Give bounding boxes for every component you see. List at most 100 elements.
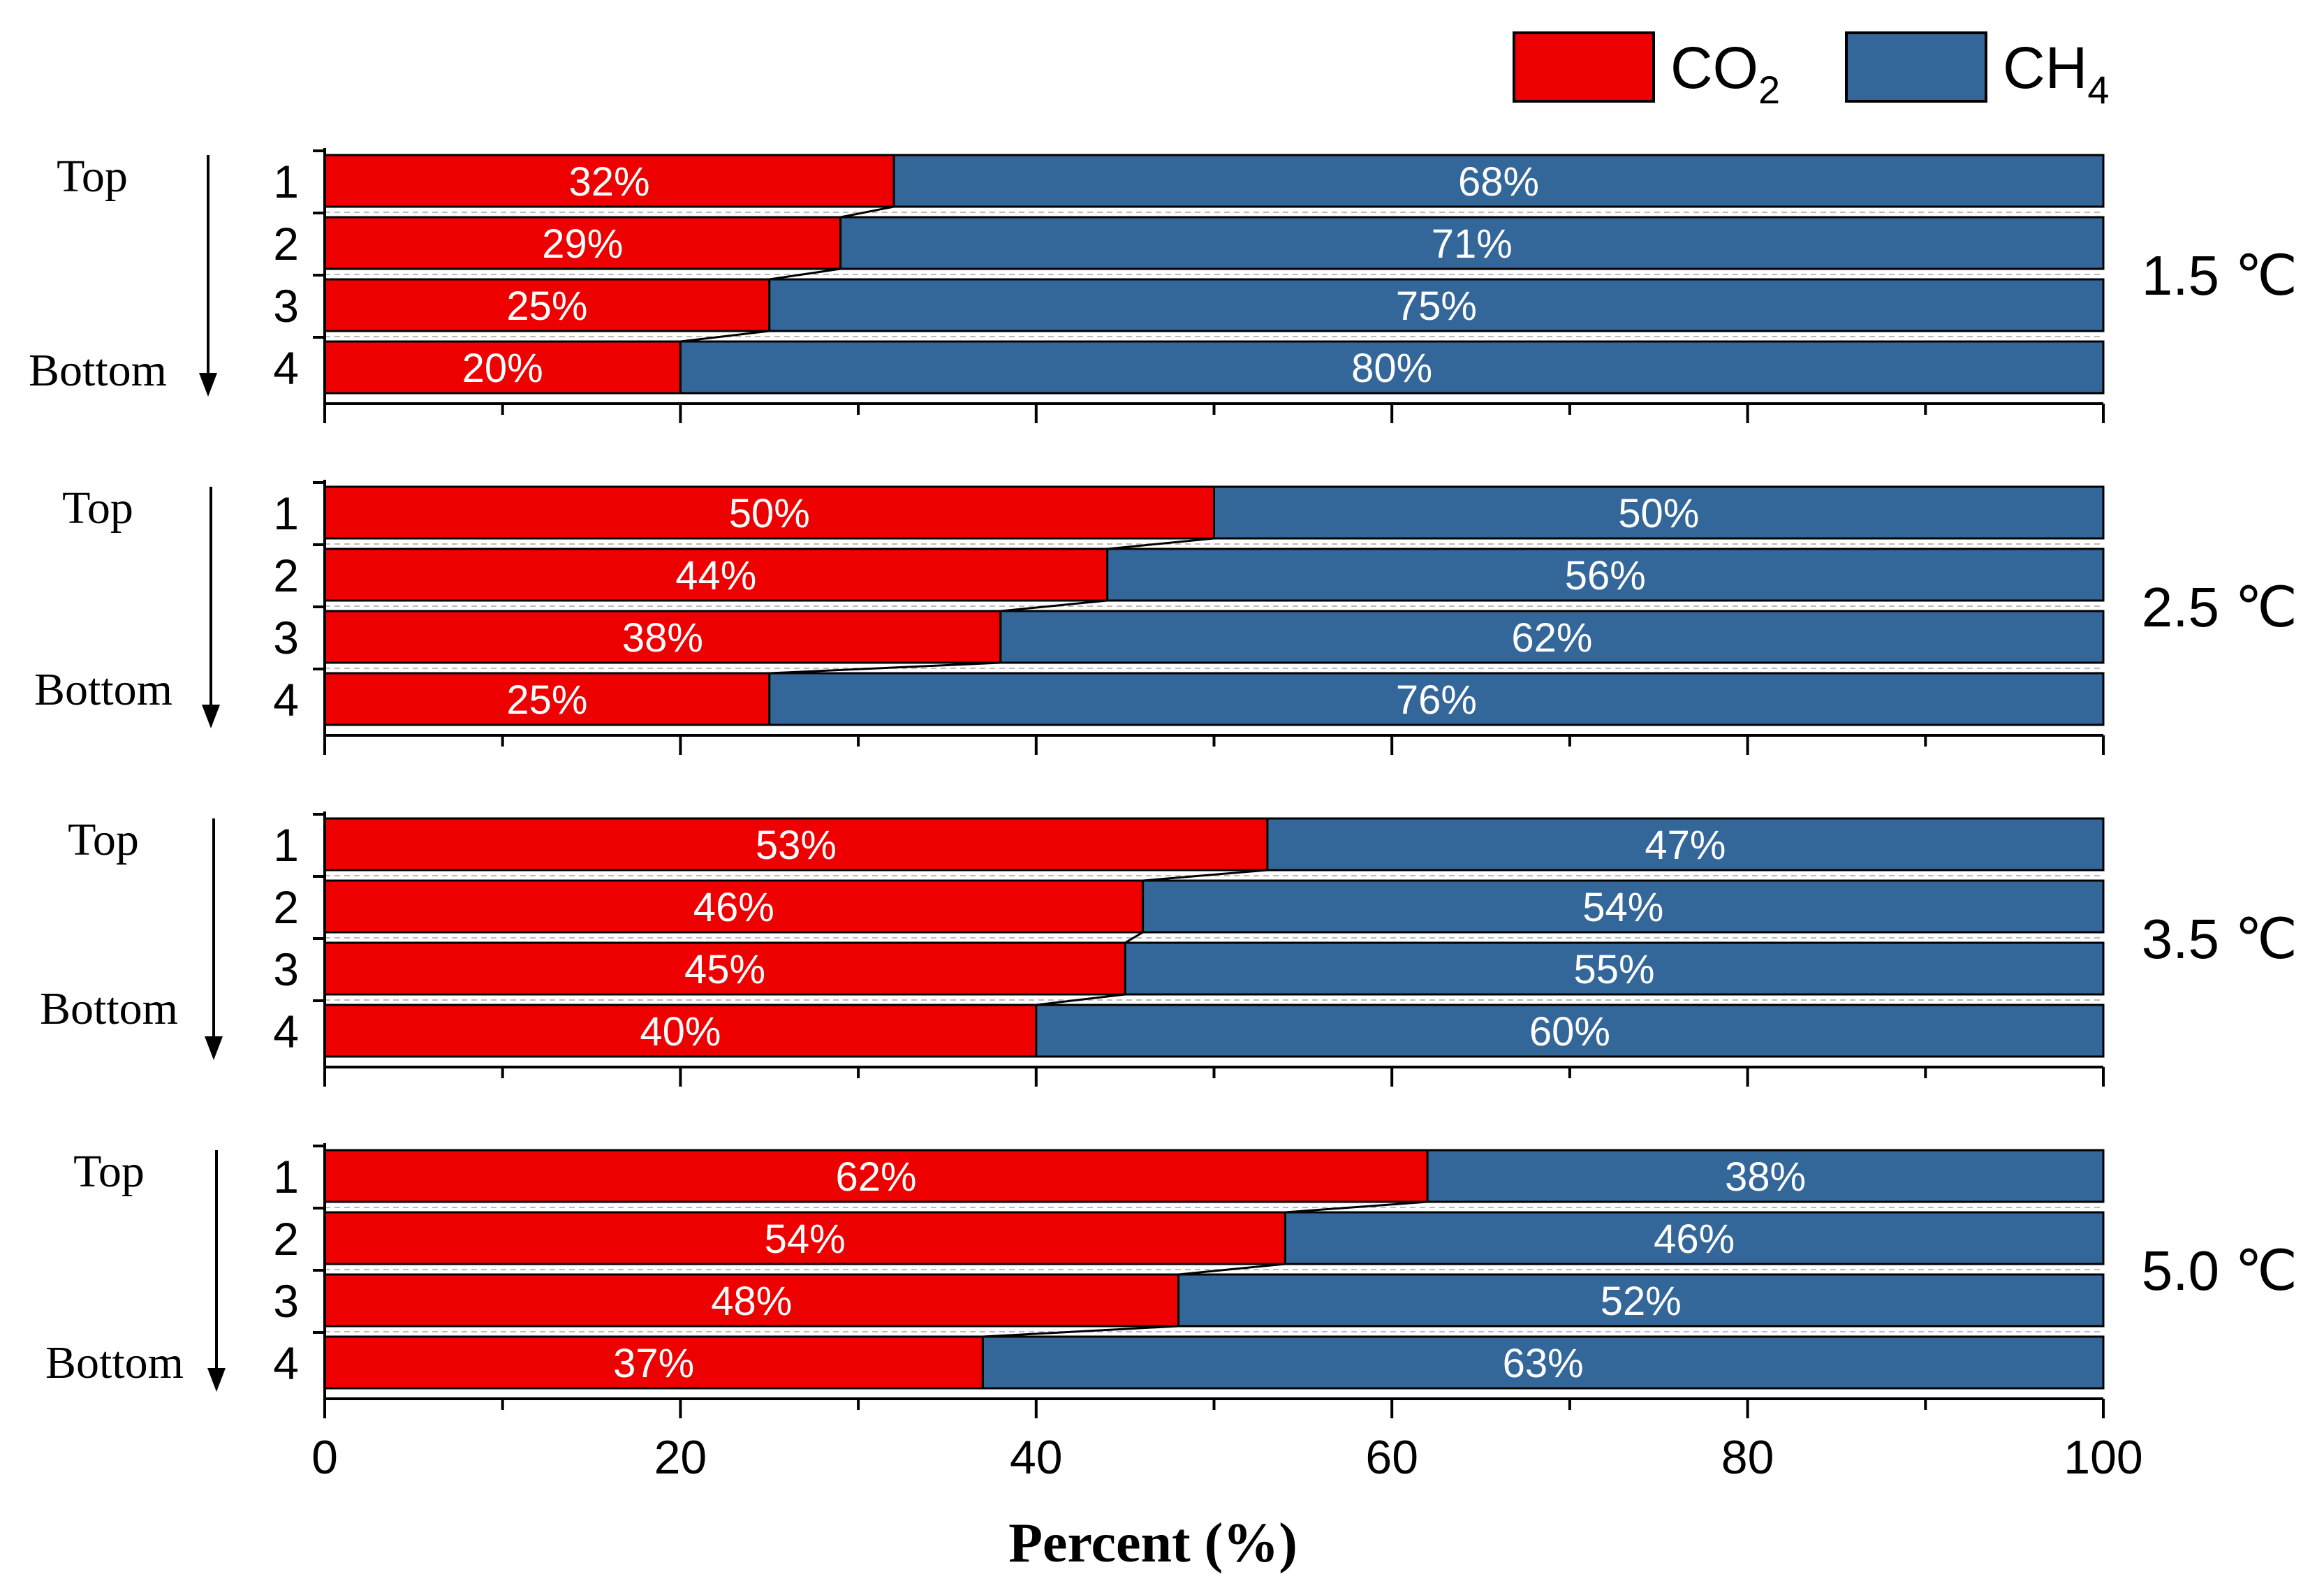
bar-co2 (323, 879, 1145, 934)
category-label: 1 (273, 487, 299, 539)
x-tick-label: 80 (1721, 1431, 1774, 1484)
bar-co2 (323, 1273, 1180, 1328)
x-tick-label: 20 (654, 1431, 707, 1484)
bottom-label: Bottom (29, 345, 167, 396)
category-label: 3 (273, 280, 299, 332)
bar-label-ch4: 62% (1511, 615, 1592, 661)
bar-ch4 (768, 278, 2105, 332)
bar-label-co2: 37% (613, 1341, 694, 1386)
bar-label-ch4: 60% (1529, 1009, 1610, 1054)
top-label: Top (62, 483, 133, 534)
boundary-connector (983, 1325, 1179, 1338)
temperature-label: 1.5 ℃ (2142, 244, 2297, 307)
temperature-label: 2.5 ℃ (2142, 576, 2297, 638)
category-label: 4 (273, 1337, 299, 1389)
boundary-connector (769, 661, 1001, 675)
bar-label-co2: 53% (756, 823, 837, 868)
category-label: 3 (273, 1275, 299, 1327)
temperature-label: 5.0 ℃ (2142, 1240, 2297, 1302)
category-label: 4 (273, 1006, 299, 1057)
x-tick-label: 60 (1365, 1431, 1418, 1484)
category-label: 4 (273, 674, 299, 726)
legend: CO2 CH4 (1513, 31, 2109, 112)
boundary-connector (1142, 869, 1268, 882)
bar-ch4 (1284, 1211, 2105, 1265)
bar-label-ch4: 63% (1503, 1341, 1584, 1386)
boundary-connector (1285, 1200, 1428, 1214)
bar-label-co2: 40% (640, 1009, 721, 1054)
boundary-connector (1036, 993, 1126, 1006)
bar-co2 (323, 1211, 1286, 1265)
bar-ch4 (1177, 1273, 2105, 1328)
bar-label-ch4: 54% (1582, 885, 1663, 930)
boundary-connector (1178, 1263, 1286, 1276)
bar-ch4 (1426, 1149, 2105, 1203)
category-label: 2 (273, 550, 299, 601)
bar-co2 (323, 610, 1002, 664)
bar-label-ch4: 75% (1396, 284, 1477, 329)
bar-label-ch4: 56% (1565, 553, 1646, 598)
bar-label-ch4: 52% (1601, 1279, 1682, 1324)
bar-label-co2: 25% (506, 677, 587, 723)
bar-label-co2: 25% (506, 284, 587, 329)
top-label: Top (68, 814, 139, 865)
bar-label-co2: 20% (462, 346, 543, 391)
bar-label-co2: 45% (684, 947, 765, 992)
panel-4: 62% 38% 1 54% 46% 2 48% 52% 3 37% 63% 4 Top Bottom 5.0… (45, 1143, 2297, 1418)
bar-label-ch4: 55% (1574, 947, 1655, 992)
category-label: 1 (273, 1151, 299, 1203)
bar-label-co2: 38% (622, 615, 703, 661)
panel-2: 50% 50% 1 44% 56% 2 38% 62% 3 25% 76% 4 Top Bottom 2.5… (34, 480, 2297, 755)
boundary-connector (1107, 537, 1214, 550)
bar-label-co2: 54% (765, 1217, 846, 1262)
category-label: 4 (273, 342, 299, 394)
top-label: Top (73, 1146, 145, 1197)
boundary-connector (1124, 931, 1144, 944)
bar-label-co2: 29% (542, 221, 623, 267)
category-label: 1 (273, 156, 299, 207)
category-label: 2 (273, 1213, 299, 1265)
bar-ch4 (1266, 817, 2105, 872)
bar-co2 (323, 1149, 1429, 1203)
boundary-connector (840, 205, 895, 219)
bar-label-co2: 62% (836, 1154, 917, 1200)
arrow-head (207, 1368, 226, 1392)
bar-ch4 (679, 340, 2105, 395)
bar-ch4 (1213, 485, 2105, 540)
bar-co2 (323, 941, 1126, 996)
bar-label-ch4: 50% (1618, 491, 1699, 536)
panel-3: 53% 47% 1 46% 54% 2 45% 55% 3 40% 60% 4 Top Bottom 3.5… (40, 811, 2297, 1087)
arrow-head (202, 705, 220, 728)
bar-ch4 (981, 1335, 2105, 1390)
bar-label-ch4: 38% (1725, 1154, 1806, 1200)
legend-swatch-co2 (1513, 31, 1655, 103)
category-label: 2 (273, 218, 299, 270)
bar-label-ch4: 47% (1645, 823, 1726, 868)
bar-label-ch4: 46% (1654, 1217, 1735, 1262)
bar-ch4 (892, 154, 2105, 208)
bottom-label: Bottom (40, 983, 178, 1034)
x-axis: 0 20 40 60 80 100 (311, 1431, 2143, 1484)
boundary-connector (769, 267, 841, 281)
bar-label-co2: 44% (675, 553, 756, 598)
boundary-connector (680, 330, 770, 343)
panels: 32% 68% 1 29% 71% 2 25% 75% 3 20% 80% 4 Top Bottom 1.5… (29, 148, 2297, 1418)
x-tick-label: 0 (311, 1431, 338, 1484)
bar-ch4 (1106, 547, 2105, 602)
bar-label-ch4: 76% (1396, 677, 1477, 723)
arrow-head (199, 373, 217, 397)
bar-label-co2: 46% (693, 885, 774, 930)
legend-label-co2: CO2 (1670, 35, 1780, 112)
panel-1: 32% 68% 1 29% 71% 2 25% 75% 3 20% 80% 4 Top Bottom 1.5… (29, 148, 2297, 423)
bar-ch4 (999, 610, 2105, 664)
arrow-head (205, 1036, 223, 1060)
bar-co2 (323, 817, 1269, 872)
boundary-connector (1000, 599, 1108, 612)
bar-ch4 (1142, 879, 2105, 934)
bottom-label: Bottom (45, 1337, 184, 1388)
bottom-label: Bottom (34, 664, 172, 715)
category-label: 3 (273, 943, 299, 995)
bar-label-ch4: 71% (1432, 221, 1513, 267)
top-label: Top (57, 151, 128, 202)
x-tick-label: 40 (1010, 1431, 1063, 1484)
